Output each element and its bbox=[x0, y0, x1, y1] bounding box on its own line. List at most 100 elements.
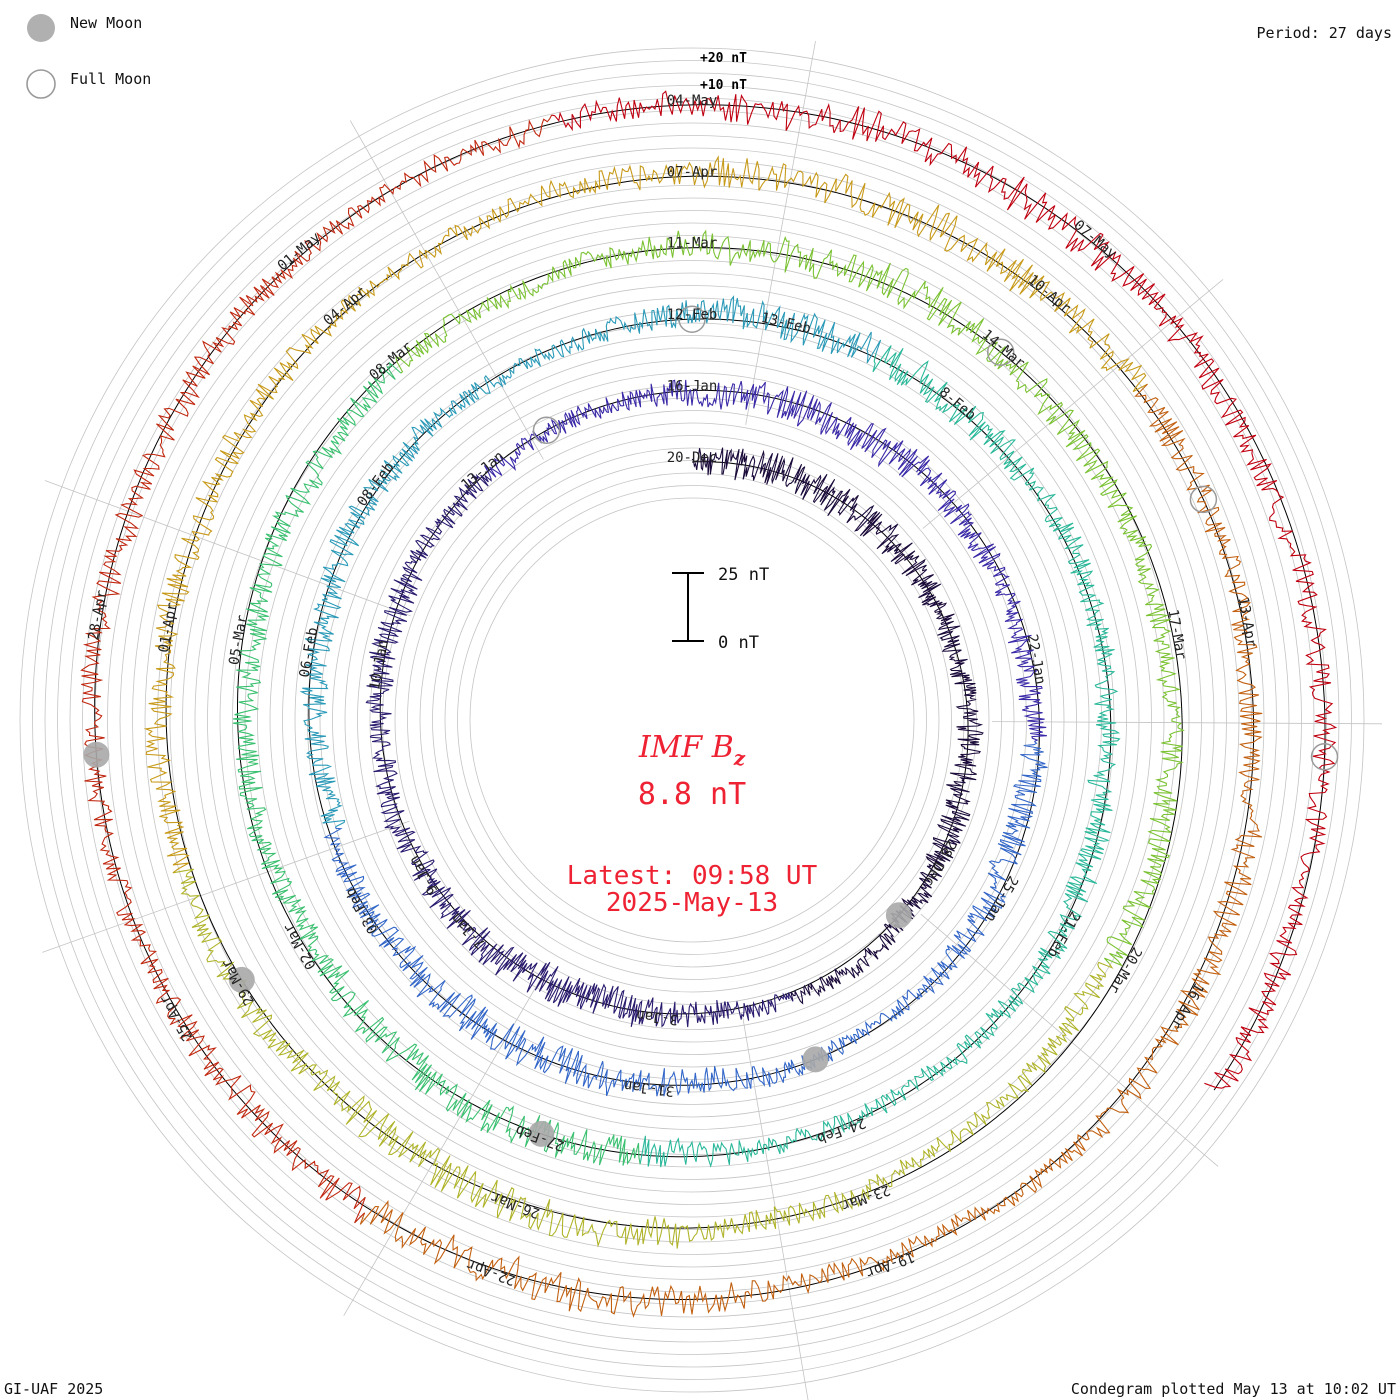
bz-series-segment bbox=[409, 972, 573, 1074]
bz-series-segment bbox=[802, 473, 916, 565]
date-label: 16-Jan bbox=[667, 379, 718, 395]
bz-series-segment bbox=[483, 397, 620, 479]
latest-date: 2025-May-13 bbox=[606, 888, 778, 918]
bz-series-segment bbox=[898, 455, 1011, 587]
bz-series-segment bbox=[84, 751, 182, 1019]
grid-ring bbox=[232, 260, 1152, 1180]
grid-ring bbox=[444, 472, 940, 968]
bz-series-segment bbox=[766, 386, 918, 476]
new-moon-icon bbox=[27, 14, 55, 42]
grid-spoke bbox=[920, 913, 1219, 1167]
grid-spoke bbox=[44, 480, 411, 617]
grid-ring bbox=[294, 322, 1090, 1118]
bz-series-segment bbox=[946, 672, 984, 805]
new-moon-marker bbox=[885, 902, 912, 929]
new-moon-marker bbox=[83, 741, 110, 768]
date-label: 07-Apr bbox=[667, 164, 718, 180]
bz-series-segment bbox=[748, 1129, 963, 1232]
bz-series-segment bbox=[987, 741, 1048, 899]
bz-series-segment bbox=[616, 379, 770, 411]
grid-ring bbox=[344, 372, 1040, 1068]
legend-full-moon-label: Full Moon bbox=[70, 70, 151, 88]
date-label: 3-Jan bbox=[635, 1007, 679, 1028]
bz-series-segment bbox=[798, 247, 1006, 362]
new-moon-marker bbox=[528, 1120, 555, 1147]
bz-series-segment bbox=[255, 228, 450, 400]
bz-series-segment bbox=[994, 584, 1047, 742]
bz-series-segment bbox=[1090, 234, 1273, 481]
date-label: 20-Dec bbox=[667, 450, 718, 466]
bz-series-segment bbox=[509, 1196, 750, 1249]
bz-series-segment bbox=[265, 361, 402, 542]
date-label: 25-Jan bbox=[982, 873, 1021, 925]
date-label: 07-May bbox=[1071, 217, 1120, 262]
bz-series-segment bbox=[790, 913, 904, 1005]
bz-series-segment bbox=[886, 891, 1006, 1022]
footer-left: GI-UAF 2025 bbox=[4, 1380, 104, 1398]
grid-ring bbox=[394, 422, 990, 1018]
legend: New Moon Full Moon bbox=[26, 14, 151, 99]
grid-ring bbox=[244, 272, 1140, 1168]
grid-spoke bbox=[349, 120, 544, 460]
full-moon-marker bbox=[678, 305, 706, 333]
footer-right: Condegram plotted May 13 at 10:02 UT bbox=[1070, 1380, 1396, 1398]
grid-ring bbox=[157, 185, 1227, 1255]
date-label: 12-Feb bbox=[667, 307, 718, 323]
bz-series-segment bbox=[693, 155, 950, 241]
series-layer bbox=[80, 90, 1338, 1318]
bz-series-segment bbox=[895, 799, 971, 924]
grid-ring bbox=[57, 85, 1327, 1355]
grid-ring bbox=[107, 135, 1277, 1305]
date-label: 11-Mar bbox=[667, 236, 718, 252]
grid-ring bbox=[257, 285, 1127, 1155]
date-label: 04-May bbox=[667, 93, 718, 109]
date-label: 19-Apr bbox=[864, 1248, 917, 1280]
grid-ring bbox=[457, 485, 927, 955]
grid-ring bbox=[382, 410, 1002, 1030]
grid-spoke bbox=[343, 978, 541, 1316]
moon-layer bbox=[83, 305, 1339, 1147]
bz-series-segment bbox=[1224, 624, 1263, 886]
period-label: Period: 27 days bbox=[1257, 24, 1392, 42]
bz-series-segment bbox=[655, 992, 794, 1028]
bz-series-segment bbox=[304, 479, 379, 654]
bz-series-segment bbox=[157, 397, 266, 626]
bz-series-segment bbox=[368, 365, 515, 493]
grid-ring bbox=[182, 210, 1202, 1230]
bz-series-segment bbox=[1204, 1037, 1253, 1089]
bz-series-segment bbox=[370, 736, 435, 877]
bz-series-segment bbox=[564, 1048, 736, 1097]
bz-series-segment bbox=[994, 346, 1138, 535]
scale-bar: 25 nT 0 nT bbox=[672, 565, 769, 653]
bz-series-segment bbox=[133, 250, 310, 485]
bz-series-segment bbox=[1134, 383, 1252, 626]
full-moon-icon bbox=[26, 69, 56, 99]
grid-spoke bbox=[42, 820, 410, 953]
full-moon-marker bbox=[986, 338, 1015, 366]
ring-label-plus10: +10 nT bbox=[700, 78, 747, 93]
bz-series-segment bbox=[395, 252, 582, 374]
bz-series-segment bbox=[169, 1014, 366, 1224]
full-moon-marker bbox=[1310, 743, 1339, 771]
bz-series-segment bbox=[1103, 881, 1248, 1114]
grid-spoke bbox=[991, 721, 1383, 725]
grid-ring bbox=[169, 197, 1215, 1243]
bz-series-segment bbox=[365, 587, 415, 738]
bz-series-segment bbox=[691, 447, 810, 500]
grid-ring bbox=[419, 447, 965, 993]
date-label: 9-Jan bbox=[406, 853, 441, 898]
date-label: 13-Jan bbox=[458, 448, 507, 493]
date-label: 25-Apr bbox=[157, 992, 196, 1044]
date-label: 01-Apr bbox=[156, 601, 181, 654]
grid-ring bbox=[432, 460, 952, 980]
date-label: 31-Jan bbox=[623, 1077, 675, 1099]
current-value: 8.8 nT bbox=[638, 777, 746, 812]
full-moon-marker bbox=[532, 416, 561, 445]
bz-series-segment bbox=[581, 229, 802, 273]
chart-title: IMF Bz bbox=[638, 730, 746, 770]
grid-ring bbox=[32, 60, 1352, 1380]
bz-series-segment bbox=[390, 473, 492, 596]
chart-title-subscript: z bbox=[733, 746, 746, 770]
bz-series-segment bbox=[872, 345, 1027, 481]
